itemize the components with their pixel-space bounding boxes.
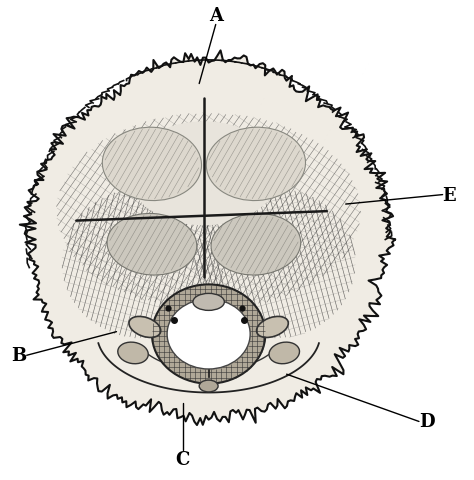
Ellipse shape <box>118 342 148 364</box>
Text: A: A <box>209 8 223 25</box>
Text: B: B <box>11 347 27 364</box>
Ellipse shape <box>193 294 224 311</box>
Text: E: E <box>443 186 456 204</box>
Ellipse shape <box>102 128 201 201</box>
Ellipse shape <box>167 300 250 369</box>
Ellipse shape <box>256 317 288 338</box>
Ellipse shape <box>269 342 300 364</box>
Ellipse shape <box>211 214 301 276</box>
Ellipse shape <box>129 317 161 338</box>
Ellipse shape <box>128 122 280 226</box>
Text: C: C <box>175 450 190 468</box>
Ellipse shape <box>107 214 197 276</box>
Ellipse shape <box>152 285 265 384</box>
Ellipse shape <box>206 128 306 201</box>
Polygon shape <box>20 51 395 425</box>
Ellipse shape <box>199 380 218 392</box>
Text: D: D <box>419 413 435 431</box>
